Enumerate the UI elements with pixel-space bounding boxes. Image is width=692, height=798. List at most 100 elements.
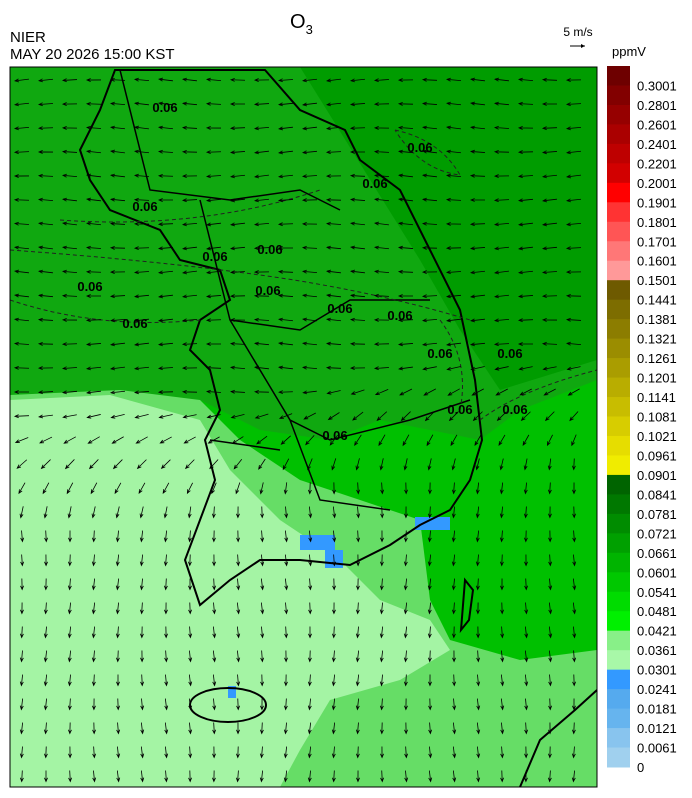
wind-arrow bbox=[37, 341, 54, 346]
wind-arrow bbox=[205, 101, 222, 106]
wind-arrow bbox=[572, 602, 577, 615]
wind-arrow bbox=[229, 77, 246, 82]
wind-arrow bbox=[283, 482, 288, 495]
colorbar-label: 0.3001 bbox=[637, 78, 677, 93]
wind-arrow bbox=[519, 388, 532, 396]
wind-arrow bbox=[283, 746, 288, 759]
wind-arrow bbox=[374, 173, 390, 178]
wind-arrow bbox=[115, 578, 120, 591]
wind-arrow bbox=[470, 270, 486, 275]
wind-arrow bbox=[134, 414, 149, 419]
wind-arrow bbox=[399, 388, 413, 396]
wind-arrow bbox=[140, 626, 144, 639]
wind-arrow bbox=[157, 173, 174, 178]
wind-arrow bbox=[212, 770, 216, 783]
wind-arrow bbox=[524, 722, 529, 735]
wind-arrow bbox=[422, 366, 437, 371]
wind-arrow bbox=[85, 294, 102, 298]
wind-arrow bbox=[282, 458, 290, 471]
wind-arrow bbox=[133, 270, 150, 275]
wind-arrow bbox=[493, 342, 510, 347]
wind-arrow bbox=[421, 270, 438, 274]
wind-arrow bbox=[398, 149, 414, 154]
colorbar-label: 0.0181 bbox=[637, 702, 677, 717]
wind-arrow bbox=[206, 389, 222, 394]
wind-arrow bbox=[230, 174, 246, 179]
wind-arrow bbox=[301, 245, 318, 250]
wind-arrow bbox=[398, 221, 414, 226]
wind-arrow bbox=[158, 318, 173, 323]
wind-arrow bbox=[158, 77, 173, 82]
wind-arrow bbox=[85, 269, 102, 274]
wind-arrow bbox=[524, 674, 529, 687]
contour-label: 0.06 bbox=[502, 402, 527, 417]
wind-arrow bbox=[230, 150, 246, 155]
wind-arrow bbox=[38, 197, 54, 202]
wind-arrow bbox=[548, 626, 553, 639]
colorbar-label: 0.1701 bbox=[637, 234, 677, 249]
wind-arrow bbox=[188, 770, 192, 783]
contour-line bbox=[10, 129, 597, 421]
wind-arrow bbox=[452, 746, 457, 759]
wind-arrow bbox=[235, 482, 241, 495]
wind-arrow bbox=[37, 390, 54, 395]
wind-arrow bbox=[428, 770, 433, 783]
wind-arrow bbox=[236, 602, 241, 615]
wind-arrow bbox=[542, 222, 557, 227]
wind-arrow bbox=[91, 506, 96, 519]
wind-arrow bbox=[231, 436, 244, 444]
wind-arrow bbox=[254, 389, 269, 394]
wind-arrow bbox=[548, 530, 552, 543]
colorbar-swatch bbox=[607, 513, 630, 534]
wind-arrow bbox=[14, 245, 30, 250]
wind-arrow bbox=[260, 650, 265, 663]
wind-arrow bbox=[379, 458, 384, 471]
wind-arrow bbox=[20, 578, 24, 591]
wind-arrow bbox=[451, 506, 456, 519]
wind-arrow bbox=[236, 578, 241, 591]
wind-arrow bbox=[541, 150, 558, 155]
wind-arrow bbox=[404, 722, 408, 735]
wind-arrow bbox=[138, 482, 146, 495]
wind-arrow bbox=[470, 366, 485, 371]
wind-arrow bbox=[302, 341, 318, 346]
wind-arrow bbox=[283, 698, 288, 711]
wind-arrow bbox=[19, 746, 24, 759]
wind-arrow bbox=[188, 722, 193, 735]
wind-arrow bbox=[548, 698, 553, 711]
wind-arrow bbox=[187, 506, 192, 519]
wind-arrow bbox=[565, 293, 582, 298]
wind-arrow bbox=[164, 722, 169, 735]
wind-arrow bbox=[404, 698, 408, 711]
wind-arrow bbox=[517, 101, 534, 106]
wind-arrow bbox=[500, 674, 505, 687]
wind-arrow bbox=[541, 341, 558, 346]
wind-arrow bbox=[471, 388, 484, 396]
wind-arrow bbox=[541, 102, 558, 106]
wind-arrow bbox=[523, 458, 528, 471]
wind-arrow bbox=[397, 294, 414, 298]
wind-arrow bbox=[307, 650, 312, 663]
wind-arrow bbox=[355, 674, 360, 687]
colorbar-swatch bbox=[607, 708, 630, 729]
wind-arrow bbox=[134, 125, 149, 130]
wind-arrow bbox=[43, 506, 48, 519]
wind-arrow bbox=[307, 746, 312, 759]
colorbar-label: 0.1901 bbox=[637, 195, 677, 210]
wind-arrow bbox=[331, 458, 337, 471]
wind-arrow bbox=[91, 650, 96, 663]
wind-arrow bbox=[140, 770, 145, 783]
wind-arrow bbox=[421, 221, 438, 226]
wind-arrow bbox=[494, 294, 510, 299]
wind-arrow bbox=[109, 77, 126, 82]
wind-arrow bbox=[374, 197, 390, 202]
wind-arrow bbox=[356, 770, 360, 783]
wind-arrow bbox=[254, 413, 269, 419]
wind-arrow bbox=[422, 342, 438, 347]
wind-arrow bbox=[380, 482, 385, 495]
wind-arrow bbox=[380, 530, 384, 543]
wind-arrow bbox=[352, 411, 364, 421]
field-low bbox=[10, 395, 450, 787]
wind-arrow bbox=[230, 389, 245, 394]
wind-arrow bbox=[476, 602, 480, 615]
